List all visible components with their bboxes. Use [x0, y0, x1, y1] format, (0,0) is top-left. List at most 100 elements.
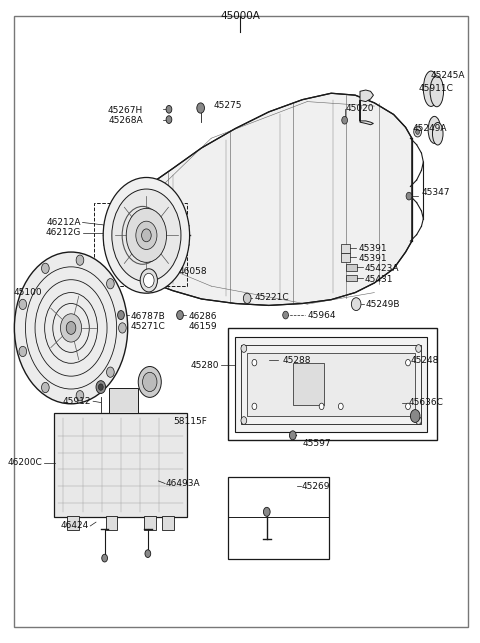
Text: 45221C: 45221C [254, 293, 289, 302]
Circle shape [338, 403, 343, 410]
Text: 46286: 46286 [188, 312, 216, 321]
Text: 45000A: 45000A [220, 10, 260, 21]
Circle shape [351, 298, 361, 311]
Circle shape [243, 293, 251, 303]
Text: 45391: 45391 [358, 254, 387, 263]
Bar [293, 363, 324, 405]
Circle shape [416, 345, 421, 352]
Text: 45100: 45100 [13, 288, 42, 297]
Circle shape [145, 550, 151, 557]
Text: 58115F: 58115F [173, 417, 207, 426]
Circle shape [241, 417, 247, 424]
Circle shape [103, 177, 190, 293]
Circle shape [102, 554, 108, 562]
Bar [106, 516, 117, 530]
Ellipse shape [115, 199, 144, 275]
Circle shape [119, 323, 126, 333]
Circle shape [140, 269, 157, 292]
Text: 45911C: 45911C [419, 84, 454, 93]
Circle shape [60, 314, 82, 342]
Circle shape [342, 116, 348, 124]
Circle shape [107, 278, 114, 289]
Circle shape [416, 129, 420, 134]
Bar [346, 275, 357, 281]
Circle shape [406, 359, 410, 366]
Bar [144, 516, 156, 530]
Bar [54, 413, 187, 517]
Bar [228, 328, 437, 440]
Circle shape [66, 322, 76, 334]
Text: 45964: 45964 [307, 311, 336, 320]
Circle shape [319, 403, 324, 410]
Bar [162, 516, 174, 530]
Circle shape [406, 403, 410, 410]
Circle shape [289, 431, 296, 440]
Circle shape [107, 367, 114, 377]
Circle shape [252, 403, 257, 410]
Text: 46787B: 46787B [131, 312, 165, 321]
Text: 46493A: 46493A [166, 479, 200, 488]
Circle shape [406, 192, 412, 200]
Circle shape [41, 383, 49, 393]
Text: 46200C: 46200C [8, 458, 42, 467]
Text: 45249B: 45249B [366, 300, 400, 309]
Text: 46058: 46058 [179, 267, 207, 276]
Text: 45280: 45280 [191, 361, 219, 370]
Circle shape [283, 311, 288, 319]
Circle shape [252, 359, 257, 366]
Text: 45288: 45288 [282, 356, 311, 365]
Ellipse shape [430, 76, 444, 107]
Circle shape [138, 367, 161, 397]
Bar [235, 337, 427, 432]
Bar [109, 388, 138, 413]
Bar [241, 345, 421, 424]
Circle shape [410, 410, 420, 422]
Text: 45275: 45275 [214, 101, 242, 110]
Text: 45431: 45431 [365, 275, 393, 284]
Ellipse shape [423, 71, 439, 107]
Text: 45597: 45597 [302, 439, 331, 448]
Text: 45249A: 45249A [413, 124, 447, 133]
Ellipse shape [118, 206, 141, 267]
Text: 45267H: 45267H [108, 106, 143, 115]
Text: 45347: 45347 [421, 188, 450, 197]
Text: 45248: 45248 [410, 356, 439, 365]
Circle shape [197, 103, 204, 113]
Circle shape [416, 417, 421, 424]
Circle shape [144, 273, 154, 287]
Circle shape [96, 381, 106, 394]
Bar [346, 264, 357, 271]
Text: 45912: 45912 [63, 397, 91, 406]
Circle shape [166, 116, 172, 123]
Circle shape [142, 229, 151, 242]
Text: 46159: 46159 [188, 322, 217, 331]
Circle shape [126, 208, 167, 262]
Text: 46424: 46424 [60, 521, 89, 530]
Text: 45268A: 45268A [108, 116, 143, 125]
Circle shape [143, 372, 157, 392]
Text: 45245A: 45245A [431, 71, 466, 80]
Circle shape [241, 345, 247, 352]
Text: 45269: 45269 [301, 482, 330, 491]
Circle shape [42, 263, 49, 273]
Bar [228, 477, 329, 559]
Circle shape [414, 127, 421, 137]
Circle shape [166, 105, 172, 113]
Text: 45636C: 45636C [408, 398, 444, 407]
Ellipse shape [432, 122, 443, 145]
Circle shape [177, 311, 183, 320]
Text: 45423A: 45423A [365, 264, 399, 273]
Text: 45391: 45391 [358, 244, 387, 253]
Circle shape [118, 311, 124, 320]
Circle shape [98, 384, 103, 390]
Text: 45020: 45020 [346, 104, 374, 113]
Polygon shape [130, 93, 412, 305]
Circle shape [14, 252, 128, 404]
Text: 46212G: 46212G [45, 228, 81, 237]
Circle shape [19, 347, 26, 357]
Ellipse shape [428, 116, 441, 143]
Circle shape [76, 390, 84, 401]
Bar [341, 253, 350, 262]
Polygon shape [360, 90, 373, 125]
Bar [67, 516, 79, 530]
